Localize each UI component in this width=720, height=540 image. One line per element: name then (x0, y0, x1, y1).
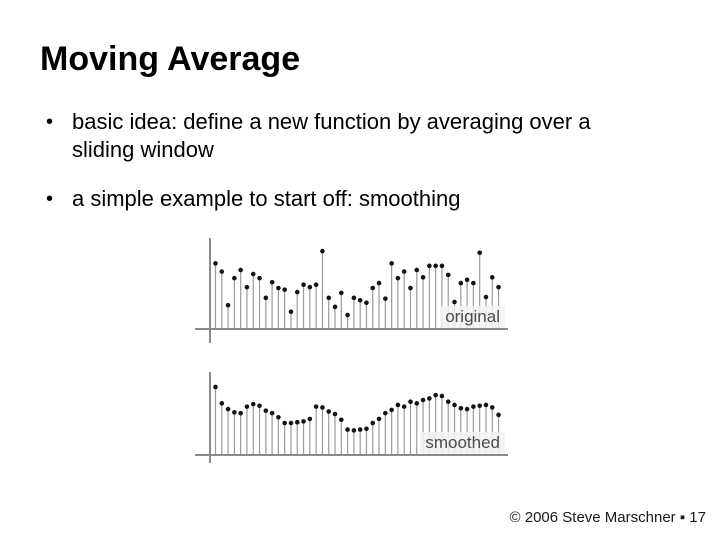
smoothed-plot-label: smoothed (420, 432, 505, 454)
original-signal-stem-plot: original (195, 236, 510, 346)
bullet-text: basic idea: define a new function by ave… (72, 109, 591, 162)
smoothed-signal-stem-plot: smoothed (195, 368, 510, 466)
original-plot-label: original (440, 306, 505, 328)
bullet-item: • a simple example to start off: smoothi… (42, 185, 662, 213)
original-plot-canvas (195, 238, 508, 343)
bullet-icon: • (46, 111, 54, 133)
bullet-text: a simple example to start off: smoothing (72, 186, 461, 211)
bullet-item: • basic idea: define a new function by a… (42, 108, 662, 164)
bullet-list: • basic idea: define a new function by a… (42, 108, 662, 234)
smoothed-plot-canvas (195, 372, 508, 463)
slide-title: Moving Average (40, 40, 301, 78)
slide-footer-credit: © 2006 Steve Marschner ▪ 17 (509, 509, 706, 526)
bullet-icon: • (46, 188, 54, 210)
